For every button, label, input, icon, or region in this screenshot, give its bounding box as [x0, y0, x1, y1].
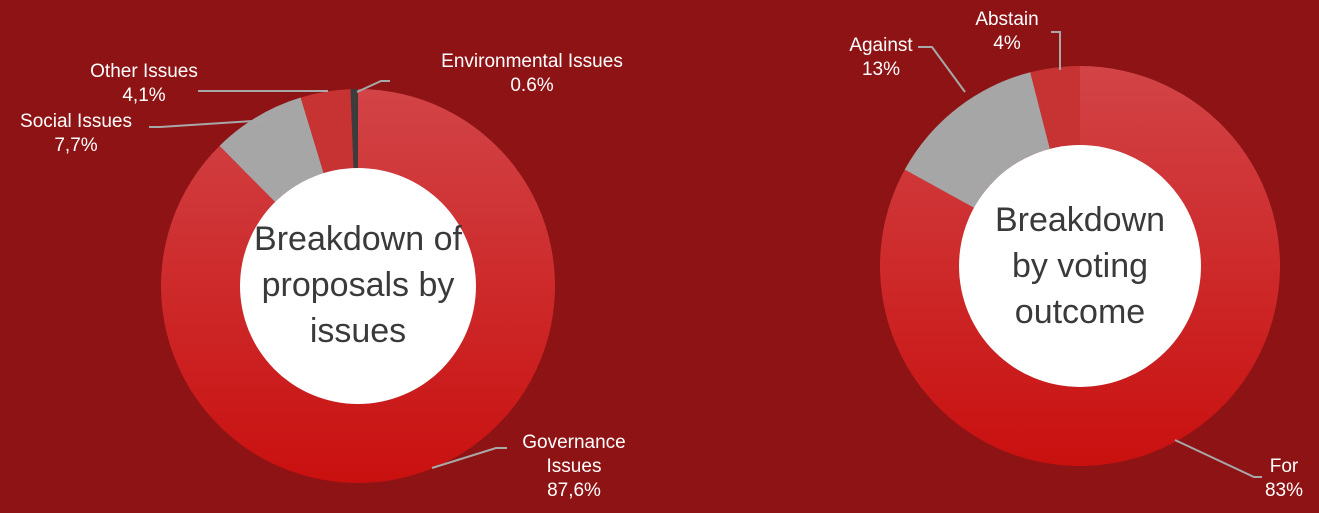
- slice-for: [879, 66, 1280, 467]
- data-label-social-issues: Social Issues 7,7%: [20, 111, 132, 156]
- data-label-line: For: [1270, 456, 1299, 477]
- data-label-line: 7,7%: [54, 135, 97, 156]
- donut-center-title: Breakdown by voting outcome: [995, 201, 1165, 331]
- data-label-for: For 83%: [1265, 456, 1303, 501]
- data-label-environmental-issues: Environmental Issues 0.6%: [441, 51, 623, 96]
- slice-social-issues: [219, 97, 324, 203]
- slice-governance-issues: [160, 89, 555, 483]
- slice-other-issues: [300, 89, 354, 174]
- data-label-line: Environmental Issues: [441, 51, 623, 72]
- center-title-line: by voting: [1012, 247, 1148, 285]
- data-label-line: Social Issues: [20, 111, 132, 132]
- leader-line-governance-issues: [431, 447, 507, 469]
- data-label-line: Other Issues: [90, 61, 198, 82]
- donut-center: [959, 145, 1201, 387]
- data-label-line: Abstain: [975, 9, 1038, 30]
- data-label-abstain: Abstain 4%: [975, 9, 1038, 54]
- leader-line-for: [1174, 439, 1262, 478]
- slice-against: [904, 72, 1050, 208]
- data-label-line: 83%: [1265, 480, 1303, 501]
- donut-center: [240, 168, 476, 404]
- slice-abstain: [1030, 66, 1080, 149]
- leader-line-environmental-issues: [356, 80, 390, 93]
- data-label-line: Against: [849, 35, 913, 56]
- data-label-line: 4,1%: [122, 85, 165, 106]
- data-label-against: Against 13%: [849, 35, 913, 80]
- slice-environmental-issues: [350, 89, 358, 169]
- center-title-line: Breakdown of: [254, 220, 462, 258]
- leader-line-abstain: [1051, 31, 1061, 70]
- data-label-line: 87,6%: [547, 480, 601, 501]
- data-label-line: 4%: [993, 33, 1021, 54]
- voting-outcome-donut-chart: Breakdown by voting outcome For 83% Against 13…: [849, 9, 1303, 501]
- data-label-line: 13%: [862, 59, 900, 80]
- data-label-other-issues: Other Issues 4,1%: [90, 61, 198, 106]
- data-label-line: 0.6%: [510, 75, 553, 96]
- center-title-line: proposals by: [262, 266, 455, 304]
- center-title-line: Breakdown: [995, 201, 1165, 239]
- leader-line-against: [918, 46, 966, 93]
- data-label-governance-issues: Governance Issues 87,6%: [522, 432, 626, 501]
- issues-donut-chart: Breakdown of proposals by issues Governance…: [20, 51, 626, 501]
- data-label-line: Governance: [522, 432, 626, 453]
- center-title-line: outcome: [1015, 293, 1145, 331]
- center-title-line: issues: [310, 312, 406, 350]
- data-label-line: Issues: [547, 456, 602, 477]
- donut-center-title: Breakdown of proposals by issues: [254, 220, 462, 350]
- leader-line-social-issues: [149, 119, 269, 128]
